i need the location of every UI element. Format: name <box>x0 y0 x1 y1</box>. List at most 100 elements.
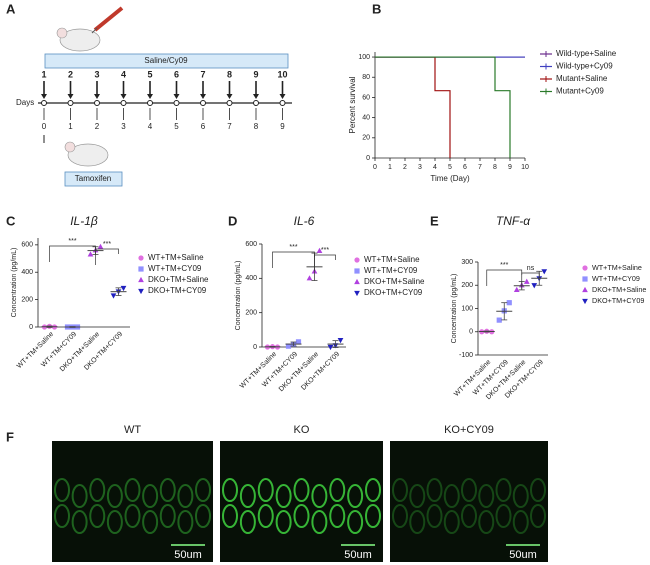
crypt <box>124 478 141 502</box>
significance-bracket <box>486 269 523 286</box>
legend-marker <box>138 288 144 295</box>
data-point <box>120 285 127 292</box>
crypt <box>392 478 408 502</box>
legend-marker <box>582 298 588 305</box>
crypt <box>257 504 274 528</box>
legend-label: Mutant+Saline <box>556 74 608 83</box>
crypt <box>257 478 274 502</box>
panel-label: F <box>6 429 14 444</box>
significance-bracket <box>49 245 96 262</box>
error-bar <box>332 340 339 348</box>
crypt <box>106 484 123 508</box>
data-point <box>110 293 117 299</box>
scale-label: 50um <box>344 549 372 561</box>
data-point <box>506 300 512 306</box>
crypt <box>54 504 70 528</box>
significance-bracket <box>272 251 315 268</box>
crypt <box>239 484 256 508</box>
day-number: 9 <box>280 122 285 131</box>
arrow-head <box>120 94 127 99</box>
day-number: 7 <box>227 122 232 131</box>
crypt <box>495 478 512 502</box>
day-number: 4 <box>148 122 153 131</box>
y-tick-label: 200 <box>461 282 473 289</box>
y-tick-label: 80 <box>362 74 370 81</box>
crypt <box>71 484 88 508</box>
crypt <box>443 484 460 508</box>
x-tick-label: 1 <box>388 164 392 171</box>
x-tick-label: WT+TM+Saline <box>239 351 278 390</box>
crypt <box>365 478 381 502</box>
dose-number: 3 <box>94 69 99 79</box>
significance-label: *** <box>500 262 508 269</box>
legend-label: Wild-type+Cy09 <box>556 62 613 71</box>
arrow-head <box>67 94 74 99</box>
data-point <box>295 339 302 345</box>
day-number: 2 <box>95 122 100 131</box>
crypt <box>426 504 443 528</box>
crypt <box>347 510 364 534</box>
arrow-head <box>279 94 286 99</box>
crypt <box>329 504 346 528</box>
day-number: 6 <box>201 122 206 131</box>
arrow-head <box>173 94 180 99</box>
survival-line <box>375 56 451 158</box>
crypt <box>222 504 238 528</box>
arrow-head <box>253 94 259 99</box>
legend-label: DKO+TM+CY09 <box>148 286 207 295</box>
day-marker <box>173 100 180 106</box>
micrograph <box>390 441 548 562</box>
y-tick-label: 400 <box>21 269 33 276</box>
y-tick-label: 40 <box>362 114 370 121</box>
error-bar <box>290 341 297 347</box>
data-point <box>337 338 344 344</box>
error-bar <box>46 325 53 328</box>
crypt <box>89 478 106 502</box>
crypt <box>478 510 495 534</box>
panel-label: D <box>228 213 237 228</box>
crypt <box>275 510 292 534</box>
legend-label: WT+TM+CY09 <box>148 264 202 273</box>
significance-bracket <box>95 248 119 265</box>
crypt <box>195 478 211 502</box>
legend-marker <box>138 276 144 283</box>
legend-label: WT+TM+Saline <box>148 253 204 262</box>
legend-marker <box>354 268 360 274</box>
chart-title: TNF-α <box>496 214 531 228</box>
data-point <box>523 278 530 284</box>
injection-box <box>64 171 123 187</box>
legend-marker <box>354 278 360 285</box>
legend-label: Mutant+Cy09 <box>556 87 604 96</box>
x-tick-label: 10 <box>521 164 529 171</box>
x-tick-label: 0 <box>373 164 377 171</box>
y-axis-label: Concentration (pg/mL) <box>11 248 18 318</box>
data-point <box>316 247 323 253</box>
crypt <box>409 484 426 508</box>
crypt <box>142 484 159 508</box>
y-tick-label: 0 <box>253 344 257 351</box>
legend-marker <box>138 266 144 272</box>
injection-label: Tamoxifen <box>75 174 111 183</box>
crypt <box>530 478 546 502</box>
y-axis-label: Concentration (pg/mL) <box>451 274 458 344</box>
data-point <box>97 243 104 249</box>
crypt <box>239 510 256 534</box>
day-marker <box>279 100 286 106</box>
scale-label: 50um <box>174 549 202 561</box>
y-tick-label: 0 <box>366 155 370 162</box>
crypt <box>409 510 426 534</box>
day-marker <box>94 100 100 106</box>
y-axis-label: Percent survival <box>348 76 357 133</box>
significance-bracket <box>314 254 336 271</box>
panel-label: B <box>372 1 381 16</box>
crypt <box>347 484 364 508</box>
crypt <box>106 510 123 534</box>
crypt <box>461 478 477 502</box>
survival-line <box>375 56 511 158</box>
legend-label: DKO+TM+CY09 <box>592 296 644 305</box>
y-tick-label: 200 <box>245 310 257 317</box>
legend-marker <box>354 257 360 263</box>
y-axis-label: Concentration (pg/mL) <box>235 261 242 331</box>
micrograph <box>52 441 213 562</box>
